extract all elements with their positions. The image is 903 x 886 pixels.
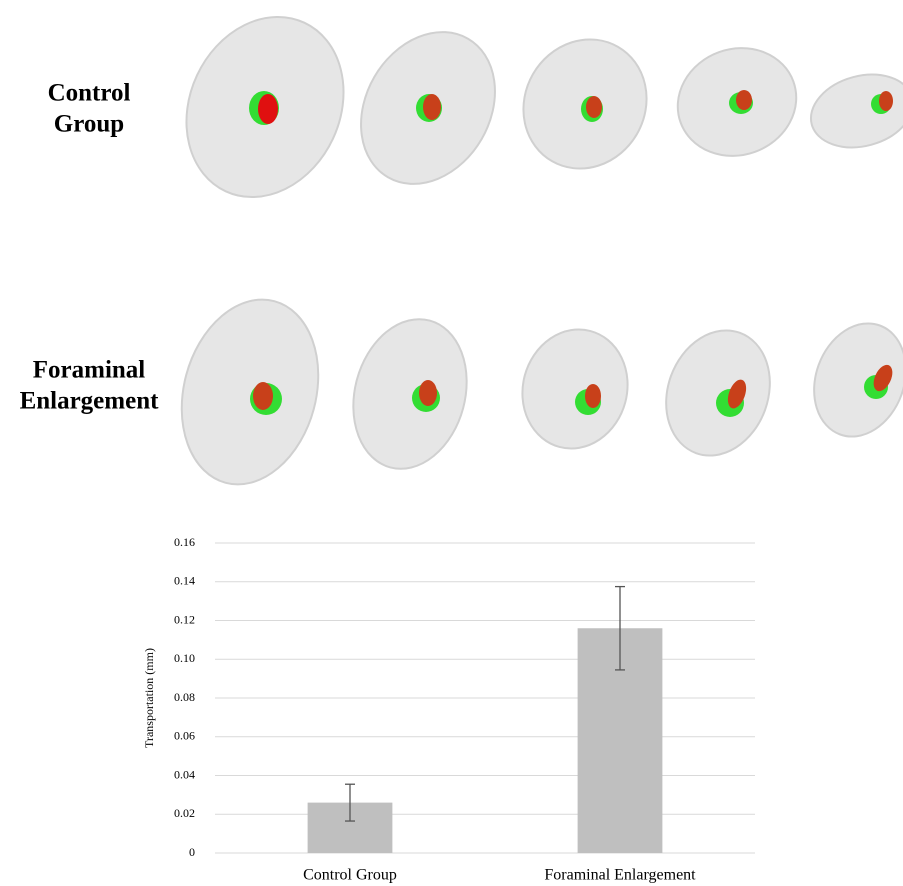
canal-after bbox=[419, 380, 437, 406]
row-label: Group bbox=[54, 111, 124, 138]
x-tick-label: Control Group bbox=[303, 867, 397, 884]
row-label: Enlargement bbox=[20, 388, 160, 415]
cross-section bbox=[649, 316, 787, 470]
y-tick-label: 0.10 bbox=[174, 651, 195, 665]
canal-after bbox=[586, 96, 602, 118]
y-tick-label: 0.02 bbox=[174, 806, 195, 820]
y-tick-label: 0.16 bbox=[174, 535, 195, 549]
y-axis-label: Transportation (mm) bbox=[142, 648, 156, 748]
y-tick-label: 0.08 bbox=[174, 690, 195, 704]
figure: Control Group Foraminal Enlargement Tran… bbox=[0, 0, 903, 886]
y-tick-label: 0.14 bbox=[174, 574, 195, 588]
y-tick-label: 0 bbox=[189, 845, 195, 859]
canal-after bbox=[423, 94, 441, 120]
canal-after bbox=[258, 94, 278, 124]
canal-after bbox=[585, 384, 601, 408]
y-tick-label: 0.04 bbox=[174, 767, 195, 781]
row-label: Foraminal bbox=[33, 357, 146, 384]
cross-section bbox=[162, 284, 338, 500]
canal-after bbox=[253, 382, 273, 410]
y-tick-label: 0.06 bbox=[174, 729, 195, 743]
cross-section bbox=[337, 306, 483, 481]
y-tick-label: 0.12 bbox=[174, 612, 195, 626]
sections bbox=[158, 0, 903, 500]
canal-after bbox=[736, 90, 752, 110]
page: Control Group Foraminal Enlargement Tran… bbox=[0, 0, 903, 886]
cross-section bbox=[509, 318, 641, 461]
row-label: Control bbox=[48, 80, 131, 107]
x-tick-label: Foraminal Enlargement bbox=[544, 867, 696, 884]
canal-after bbox=[879, 91, 893, 111]
